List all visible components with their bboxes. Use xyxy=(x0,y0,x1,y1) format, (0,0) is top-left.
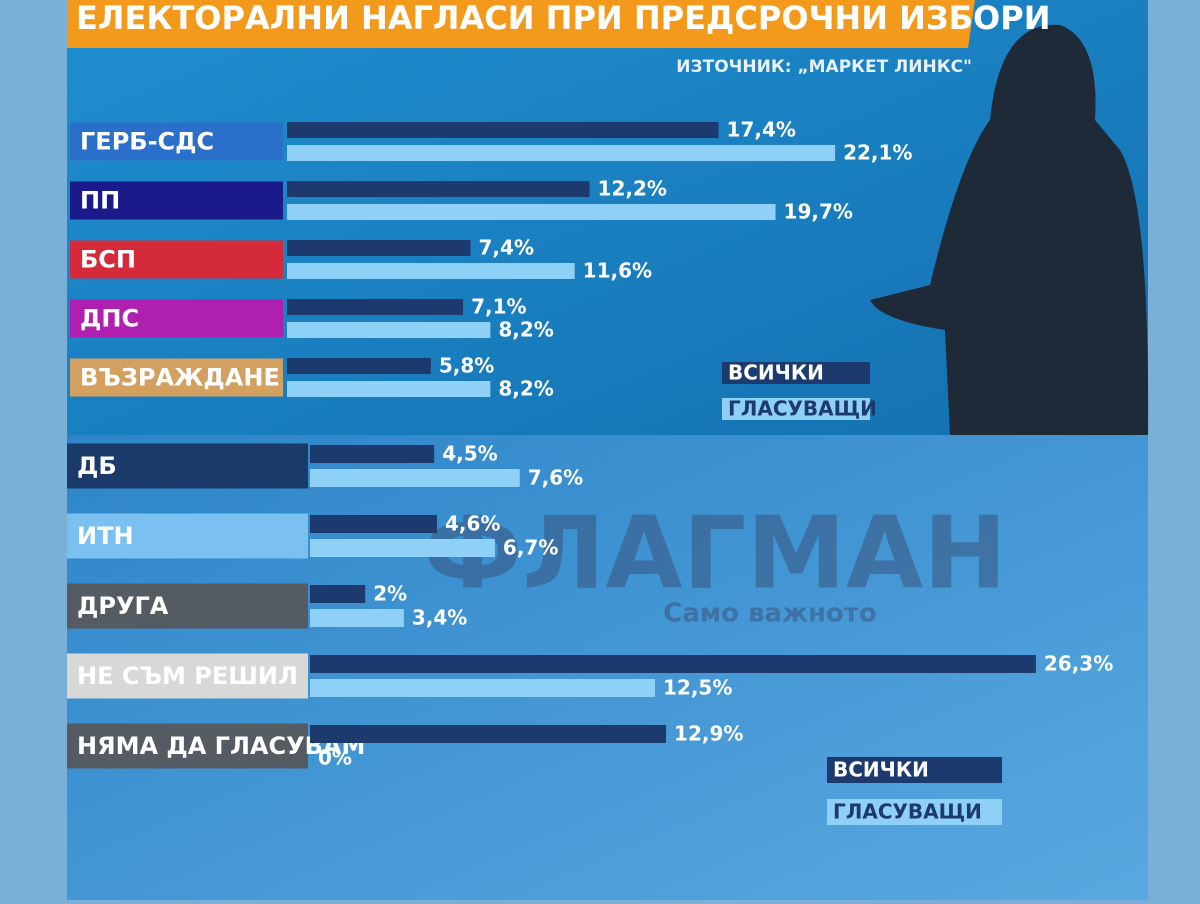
value-label: 26,3% xyxy=(1044,652,1113,676)
value-label: 12,5% xyxy=(663,676,732,700)
bar xyxy=(287,240,471,256)
bar xyxy=(310,515,437,533)
category-box xyxy=(67,723,308,769)
chart-subtitle: ИЗТОЧНИК: „МАРКЕТ ЛИНКС" xyxy=(676,57,972,77)
chart-title: ЕЛЕКТОРАЛНИ НАГЛАСИ ПРИ ПРЕДСРОЧНИ ИЗБОР… xyxy=(76,0,1050,37)
value-label: 8,2% xyxy=(498,318,553,342)
bar xyxy=(310,679,655,697)
legend-swatch xyxy=(722,398,870,420)
category-label: ГЕРБ-СДС xyxy=(80,128,214,156)
watermark-tagline: Само важното xyxy=(663,599,876,629)
bar xyxy=(287,181,590,197)
category-label: ИТН xyxy=(77,522,134,550)
bar xyxy=(287,322,491,338)
value-label: 19,7% xyxy=(784,200,853,224)
value-label: 7,6% xyxy=(528,466,583,490)
category-label: НЕ СЪМ РЕШИЛ xyxy=(77,662,298,690)
value-label: 12,9% xyxy=(674,722,743,746)
category-box xyxy=(70,181,283,220)
value-label: 2% xyxy=(373,582,407,606)
category-box xyxy=(70,358,283,397)
legend-swatch xyxy=(827,757,1002,783)
value-label: 4,6% xyxy=(445,512,500,536)
value-label: 8,2% xyxy=(498,377,553,401)
category-label: БСП xyxy=(80,246,136,274)
category-box xyxy=(67,583,308,629)
title-banner xyxy=(67,0,975,48)
value-label: 0% xyxy=(318,746,352,770)
legend-swatch xyxy=(827,799,1002,825)
bar xyxy=(287,263,575,279)
value-label: 11,6% xyxy=(583,259,652,283)
legend-label: ВСИЧКИ xyxy=(728,361,824,385)
presenter xyxy=(870,24,1149,435)
category-label: ПП xyxy=(80,187,120,215)
value-label: 7,1% xyxy=(471,295,526,319)
bar xyxy=(310,609,404,627)
category-box xyxy=(67,653,308,699)
bar xyxy=(287,204,776,220)
value-label: 5,8% xyxy=(439,354,494,378)
value-label: 7,4% xyxy=(479,236,534,260)
bar xyxy=(287,381,491,397)
value-label: 12,2% xyxy=(598,177,667,201)
value-label: 17,4% xyxy=(727,118,796,142)
bar xyxy=(310,469,520,487)
category-label: ДПС xyxy=(80,305,139,333)
value-label: 22,1% xyxy=(843,141,912,165)
bar xyxy=(287,145,836,161)
watermark-title: ФЛАГМАН xyxy=(423,494,1007,611)
legend-label: ГЛАСУВАЩИ xyxy=(728,397,877,421)
bar xyxy=(310,655,1036,673)
bar xyxy=(310,725,667,743)
legend-swatch xyxy=(722,362,870,384)
category-label: ДБ xyxy=(77,452,117,480)
bar xyxy=(310,445,435,463)
legend-label: ГЛАСУВАЩИ xyxy=(833,800,982,824)
category-box xyxy=(70,122,283,161)
bar xyxy=(287,122,719,138)
value-label: 6,7% xyxy=(503,536,558,560)
category-label: ВЪЗРАЖДАНЕ xyxy=(80,364,280,392)
bar xyxy=(310,585,366,603)
category-box xyxy=(70,240,283,279)
category-label: ДРУГА xyxy=(77,592,169,620)
value-label: 4,5% xyxy=(442,442,497,466)
legend-label: ВСИЧКИ xyxy=(833,758,929,782)
category-box xyxy=(67,443,308,489)
bar xyxy=(287,358,431,374)
category-box xyxy=(70,299,283,338)
bar xyxy=(287,299,464,315)
bar xyxy=(310,539,495,557)
category-box xyxy=(67,513,308,559)
value-label: 3,4% xyxy=(412,606,467,630)
